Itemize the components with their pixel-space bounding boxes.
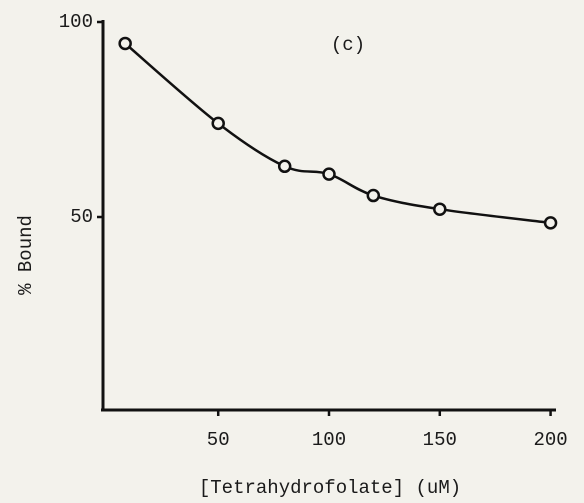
- x-tick-label: 200: [533, 429, 567, 451]
- x-tick-label: 100: [312, 429, 346, 451]
- y-axis-label: % Bound: [15, 215, 37, 295]
- x-axis-label: [Tetrahydrofolate] (uM): [199, 477, 461, 499]
- data-point: [366, 188, 381, 203]
- data-point: [211, 116, 225, 131]
- x-tick-label: 50: [207, 429, 230, 451]
- data-point: [543, 216, 558, 230]
- panel-annotation: (c): [331, 34, 365, 56]
- data-point: [277, 159, 292, 174]
- y-tick-label: 50: [70, 206, 93, 228]
- fit-curve: [124, 42, 551, 225]
- x-tick-label: 150: [423, 429, 457, 451]
- data-point: [433, 202, 447, 216]
- data-point: [118, 36, 132, 51]
- y-tick-label: 100: [59, 11, 93, 33]
- data-point: [322, 167, 336, 181]
